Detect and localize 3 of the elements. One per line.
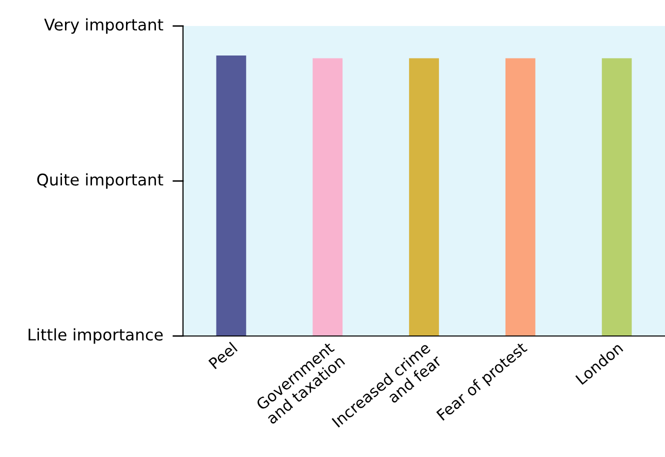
text: Quite important <box>37 173 164 189</box>
text: Very important <box>44 18 164 34</box>
text: Little importance <box>28 328 163 344</box>
